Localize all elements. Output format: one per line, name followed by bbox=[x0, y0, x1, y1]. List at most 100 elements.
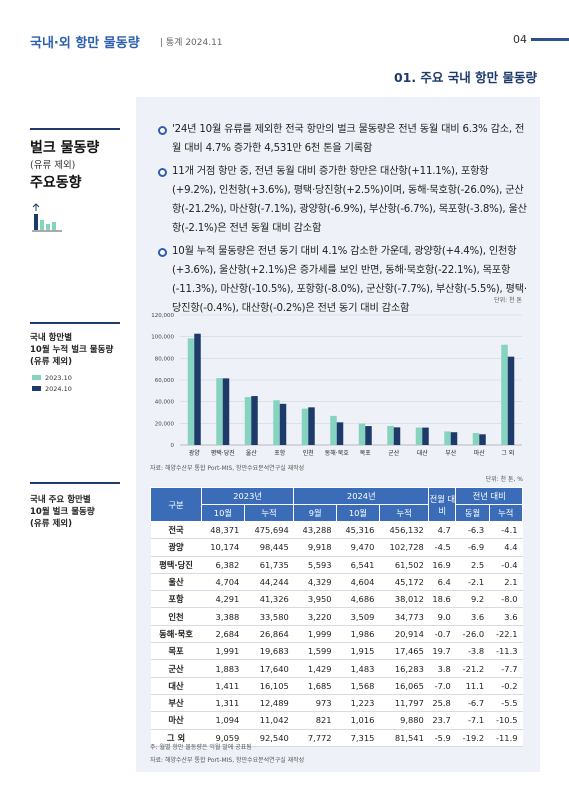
table-cell: -6.3 bbox=[455, 521, 490, 540]
header-cell: 누적 bbox=[243, 504, 295, 522]
table-cell: 17,465 bbox=[379, 642, 429, 661]
table-cell: 4.4 bbox=[489, 538, 523, 557]
table-cell: 61,735 bbox=[244, 556, 294, 574]
table-cell: 38,012 bbox=[379, 590, 429, 609]
table-cell: 26,864 bbox=[244, 625, 294, 644]
sidebar-subheading: (유류 제외) bbox=[30, 160, 76, 171]
bar bbox=[273, 400, 280, 445]
table-note: 주: 월별 항만 물동량은 익월 말에 공표됨 bbox=[150, 744, 252, 751]
table-cell: 4,291 bbox=[201, 590, 245, 609]
bar bbox=[301, 408, 309, 445]
header-cell: 2024년 bbox=[293, 487, 430, 505]
table-row: 동해·묵호 2,684 26,864 1,999 1,986 20,914 -0.7 -26.… bbox=[150, 625, 523, 644]
bar bbox=[422, 427, 429, 445]
row-label: 전국 bbox=[150, 521, 202, 540]
x-tick-label: 마산 bbox=[474, 449, 486, 457]
section-title: 01. 주요 국내 항만 물동량 bbox=[393, 70, 537, 85]
table-cell: -7.7 bbox=[489, 659, 523, 678]
table-cell: 19.7 bbox=[428, 642, 456, 661]
table-cell: 43,288 bbox=[293, 521, 337, 540]
bar bbox=[415, 427, 423, 445]
table-cell: -6.9 bbox=[455, 538, 490, 557]
table-cell: 23.7 bbox=[428, 711, 456, 730]
header-cell: 전년 대비 bbox=[455, 487, 523, 505]
table-source: 자료: 해양수산부 통합 Port-MIS, 항만수요분석연구실 재작성 bbox=[150, 757, 305, 764]
table-cell: 45,316 bbox=[336, 521, 380, 540]
x-tick-label: 울산 bbox=[246, 449, 258, 457]
table-cell: 11,797 bbox=[379, 694, 429, 713]
table-caption: 국내 주요 항만별 10월 벌크 물동량 (유류 제외) bbox=[30, 494, 95, 530]
bullet: 10월 누적 물동량은 전년 동기 대비 4.1% 감소한 가운데, 광양항(+… bbox=[158, 242, 530, 318]
y-tick-label: 0 bbox=[171, 443, 175, 449]
bar bbox=[365, 426, 372, 445]
row-label: 그 외 bbox=[150, 729, 202, 747]
table-cell: 1,483 bbox=[336, 659, 380, 678]
row-label: 포항 bbox=[150, 590, 202, 609]
table-cell: 10,174 bbox=[201, 538, 245, 557]
bar bbox=[330, 415, 337, 445]
table-cell: 16,105 bbox=[244, 677, 294, 695]
page-number: 04 bbox=[513, 33, 527, 46]
table-cell: -11.3 bbox=[489, 642, 523, 661]
header-cell: 9월 bbox=[293, 504, 338, 522]
table-row: 그 외 9,059 92,540 7,772 7,315 81,541 -5.9 -19.2-… bbox=[150, 729, 523, 747]
chart-caption: 국내 항만별 10월 누적 벌크 물동량 (유류 제외) bbox=[30, 332, 113, 368]
data-table: 구분 2023년 2024년 전월 대비 전년 대비 10월 누적 9월 10월 누적 동월 누적 전국… bbox=[150, 487, 524, 747]
y-tick-label: 20,000 bbox=[155, 421, 175, 427]
table-cell: -5.9 bbox=[428, 729, 456, 747]
row-label: 평택·당진 bbox=[150, 556, 202, 574]
y-tick-label: 60,000 bbox=[155, 378, 175, 384]
table-cell: 3,950 bbox=[293, 590, 337, 609]
table-cell: 7,772 bbox=[293, 729, 337, 747]
header-cell: 2023년 bbox=[200, 487, 295, 505]
sidebar-rule bbox=[30, 128, 120, 130]
table-cell: 1,094 bbox=[201, 711, 245, 730]
bar bbox=[358, 423, 366, 445]
header-cell: 구분 bbox=[150, 487, 202, 522]
table-cell: 4,604 bbox=[336, 573, 380, 592]
table-cell: -0.2 bbox=[489, 677, 523, 695]
table-row: 목포 1,991 19,683 1,599 1,915 17,465 19.7 -3.8 -11… bbox=[150, 642, 523, 661]
bar bbox=[222, 378, 230, 445]
bullet-list: '24년 10월 유류를 제외한 전국 항만의 벌크 물동량은 전년 동월 대비… bbox=[158, 120, 530, 322]
row-label: 부산 bbox=[150, 694, 202, 713]
table-head: 구분 2023년 2024년 전월 대비 전년 대비 10월 누적 9월 10월 누적 동월 누적 bbox=[150, 487, 524, 522]
table-cell: 3,509 bbox=[336, 607, 380, 626]
table-cell: 61,502 bbox=[379, 556, 429, 574]
bar bbox=[444, 431, 451, 445]
table-cell: 1,991 bbox=[201, 642, 245, 661]
header-row: 구분 2023년 2024년 전월 대비 전년 대비 bbox=[150, 487, 523, 522]
caption-line: 10월 벌크 물동량 bbox=[30, 507, 95, 517]
row-label: 동해·묵호 bbox=[150, 625, 202, 644]
table-cell: 9,470 bbox=[336, 538, 380, 557]
table-cell: -26.0 bbox=[455, 625, 490, 644]
table-cell: 9,880 bbox=[379, 711, 429, 730]
table-cell: 3.6 bbox=[455, 607, 490, 626]
x-tick-label: 평택·당진 bbox=[211, 449, 235, 457]
table-cell: 4.7 bbox=[428, 521, 456, 540]
header-row: 10월 누적 9월 10월 누적 동월 누적 bbox=[151, 504, 524, 522]
legend-label: 2023.10 bbox=[45, 374, 72, 382]
table-row: 광양 10,174 98,445 9,918 9,470 102,728 -4.5 -6.9 4… bbox=[150, 538, 523, 557]
table-wrap: 구분 2023년 2024년 전월 대비 전년 대비 10월 누적 9월 10월 누적 동월 누적 전국… bbox=[150, 487, 524, 747]
table-cell: 19,683 bbox=[244, 642, 294, 661]
header-subtitle: | 통계 2024.11 bbox=[160, 38, 223, 48]
table-cell: 48,371 bbox=[201, 521, 245, 540]
y-tick-label: 120,000 bbox=[151, 313, 174, 319]
table-cell: 98,445 bbox=[244, 538, 294, 557]
y-tick-label: 80,000 bbox=[155, 356, 175, 362]
sidebar-rule bbox=[30, 322, 120, 324]
table-cell: 11,042 bbox=[244, 711, 294, 730]
table-cell: 16,283 bbox=[379, 659, 429, 678]
table-cell: 20,914 bbox=[379, 625, 429, 644]
table-cell: 16.9 bbox=[428, 556, 456, 574]
table-cell: 92,540 bbox=[244, 729, 294, 747]
table-cell: 3.6 bbox=[489, 607, 523, 626]
x-tick-label: 부산 bbox=[445, 449, 457, 457]
table-cell: 9.2 bbox=[455, 590, 490, 609]
legend-swatch bbox=[32, 375, 41, 380]
table-cell: 17,640 bbox=[244, 659, 294, 678]
table-cell: 9,059 bbox=[201, 729, 245, 747]
header-cell: 10월 bbox=[336, 504, 380, 522]
x-tick-label: 광양 bbox=[189, 449, 201, 457]
